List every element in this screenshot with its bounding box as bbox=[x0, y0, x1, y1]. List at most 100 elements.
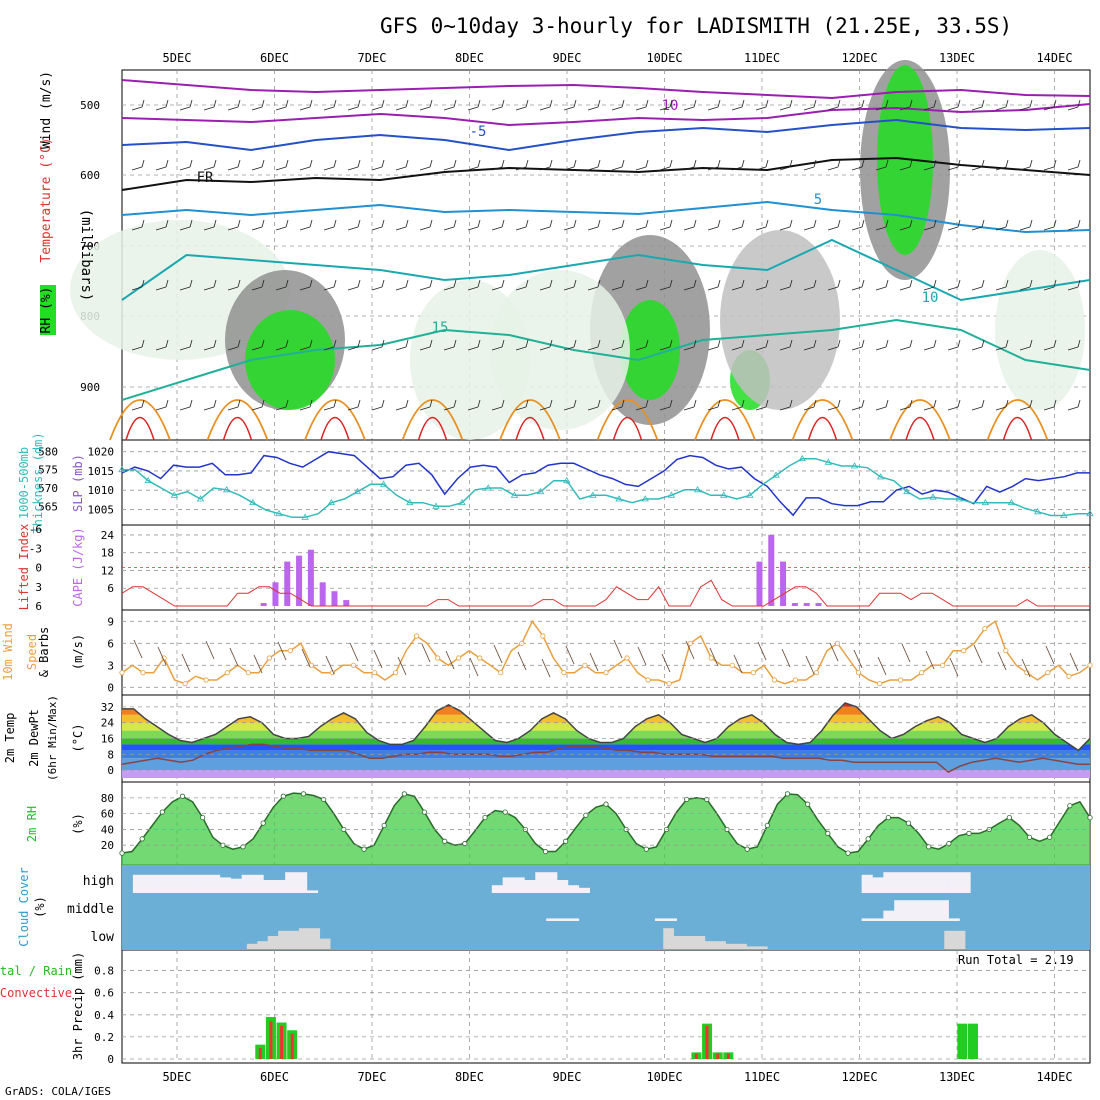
wind-barb bbox=[261, 339, 265, 348]
wind-barb bbox=[443, 406, 455, 411]
wind-barb bbox=[237, 159, 241, 168]
isotherm-label: 10 bbox=[922, 290, 939, 306]
wind-barb bbox=[1067, 286, 1079, 291]
day-label-bottom: 9DEC bbox=[553, 1070, 582, 1084]
isotherm-line bbox=[121, 156, 1091, 191]
wind-barb bbox=[861, 99, 865, 108]
cloud-cell bbox=[176, 874, 188, 893]
wind-barb bbox=[501, 219, 505, 228]
wind-barb bbox=[203, 226, 215, 231]
wind-barb bbox=[309, 339, 313, 348]
cloud-cell bbox=[872, 918, 884, 921]
wind-barb bbox=[779, 286, 791, 291]
wind-barb bbox=[1005, 339, 1009, 348]
wind-barb bbox=[429, 219, 433, 228]
wind-barb bbox=[1043, 106, 1055, 111]
wind-barb bbox=[549, 219, 553, 228]
wind-barb bbox=[803, 226, 815, 231]
wind-barb bbox=[501, 99, 505, 108]
wind-barb bbox=[467, 226, 479, 231]
wind-barb bbox=[827, 286, 839, 291]
hot-isotherm bbox=[125, 417, 155, 441]
cloud-cell bbox=[937, 900, 949, 921]
surface-wind-barb bbox=[733, 654, 743, 674]
thickness-line-point bbox=[641, 495, 649, 502]
wind-barb bbox=[563, 166, 575, 171]
wind-barb bbox=[347, 226, 359, 231]
wind-barb bbox=[203, 166, 215, 171]
wind-barb bbox=[899, 226, 911, 231]
wind-barb bbox=[285, 279, 289, 288]
wind-speed-line-point bbox=[182, 681, 188, 687]
value-tick-label: 60 bbox=[101, 808, 114, 821]
wind-barb bbox=[429, 399, 433, 408]
pressure-tick-label: 600 bbox=[80, 169, 100, 182]
wind-barb bbox=[1077, 159, 1081, 168]
wind-barb bbox=[683, 286, 695, 291]
rh-line-point bbox=[966, 830, 972, 836]
wind-barb bbox=[1067, 406, 1079, 411]
cloud-cell bbox=[298, 928, 310, 949]
rh-line-point bbox=[885, 814, 891, 821]
wind-speed-line-point bbox=[1045, 670, 1051, 676]
wind-barb bbox=[645, 159, 649, 168]
thickness-line-point bbox=[301, 513, 309, 520]
pressure-axis-label: (millibars) bbox=[78, 209, 94, 302]
wind-barb bbox=[1043, 406, 1055, 411]
wind-barb bbox=[275, 406, 287, 411]
warm-isotherm bbox=[986, 399, 1049, 441]
wind-barb bbox=[227, 226, 239, 231]
day-label-top: 14DEC bbox=[1036, 51, 1072, 65]
wind-speed-line-point bbox=[898, 677, 904, 683]
day-label-bottom: 6DEC bbox=[260, 1070, 289, 1084]
wind-barb bbox=[333, 99, 337, 108]
rh-line-point bbox=[825, 830, 831, 836]
cape-bar bbox=[780, 561, 787, 606]
wind-barb bbox=[851, 286, 863, 291]
minmax-axis-label: (6hr Min/Max) bbox=[46, 695, 59, 781]
wind-barb bbox=[765, 99, 769, 108]
wind-barb bbox=[453, 219, 457, 228]
surface-wind-barb bbox=[397, 656, 407, 676]
wind-speed-line-point bbox=[561, 670, 567, 676]
wind-barb bbox=[779, 166, 791, 171]
wind-barb bbox=[347, 166, 359, 171]
wind-barb bbox=[563, 106, 575, 111]
thickness-tick-label: 565 bbox=[38, 500, 58, 513]
wind-barb bbox=[1053, 339, 1057, 348]
wind-barb bbox=[573, 99, 577, 108]
wind-barb bbox=[981, 399, 985, 408]
day-label-top: 9DEC bbox=[553, 51, 582, 65]
cape-bar bbox=[343, 600, 350, 606]
precip-convective-bar bbox=[269, 1021, 273, 1059]
wind-barb bbox=[1019, 106, 1031, 111]
surface-wind-barb bbox=[877, 656, 887, 676]
surface-wind-barb bbox=[661, 653, 671, 673]
wind-barb bbox=[741, 279, 745, 288]
wind-barb bbox=[861, 279, 865, 288]
wind-barb bbox=[947, 286, 959, 291]
wind-barb bbox=[371, 286, 383, 291]
wind-barb bbox=[635, 406, 647, 411]
value-tick-label: 0.2 bbox=[94, 1031, 114, 1044]
wind-barb bbox=[539, 406, 551, 411]
day-label-bottom: 11DEC bbox=[744, 1070, 780, 1084]
wind-barb bbox=[957, 159, 961, 168]
panel-frame-slp bbox=[121, 439, 1091, 526]
day-label-top: 11DEC bbox=[744, 51, 780, 65]
rh-line-point bbox=[563, 838, 569, 844]
wind-barb bbox=[1053, 219, 1057, 228]
isotherm-line bbox=[121, 103, 1091, 127]
wind-barb bbox=[261, 279, 265, 288]
wind-speed-line-point bbox=[940, 662, 946, 668]
rh-line-point bbox=[442, 838, 448, 844]
wind-barb bbox=[971, 406, 983, 411]
wind-barb bbox=[611, 166, 623, 171]
cape-bar bbox=[296, 555, 303, 606]
wind-barb bbox=[189, 279, 193, 288]
wind-barb bbox=[717, 399, 721, 408]
wind-barb bbox=[155, 166, 167, 171]
wind-barb bbox=[707, 226, 719, 231]
wind-barb bbox=[275, 346, 287, 351]
wind-barb bbox=[981, 99, 985, 108]
